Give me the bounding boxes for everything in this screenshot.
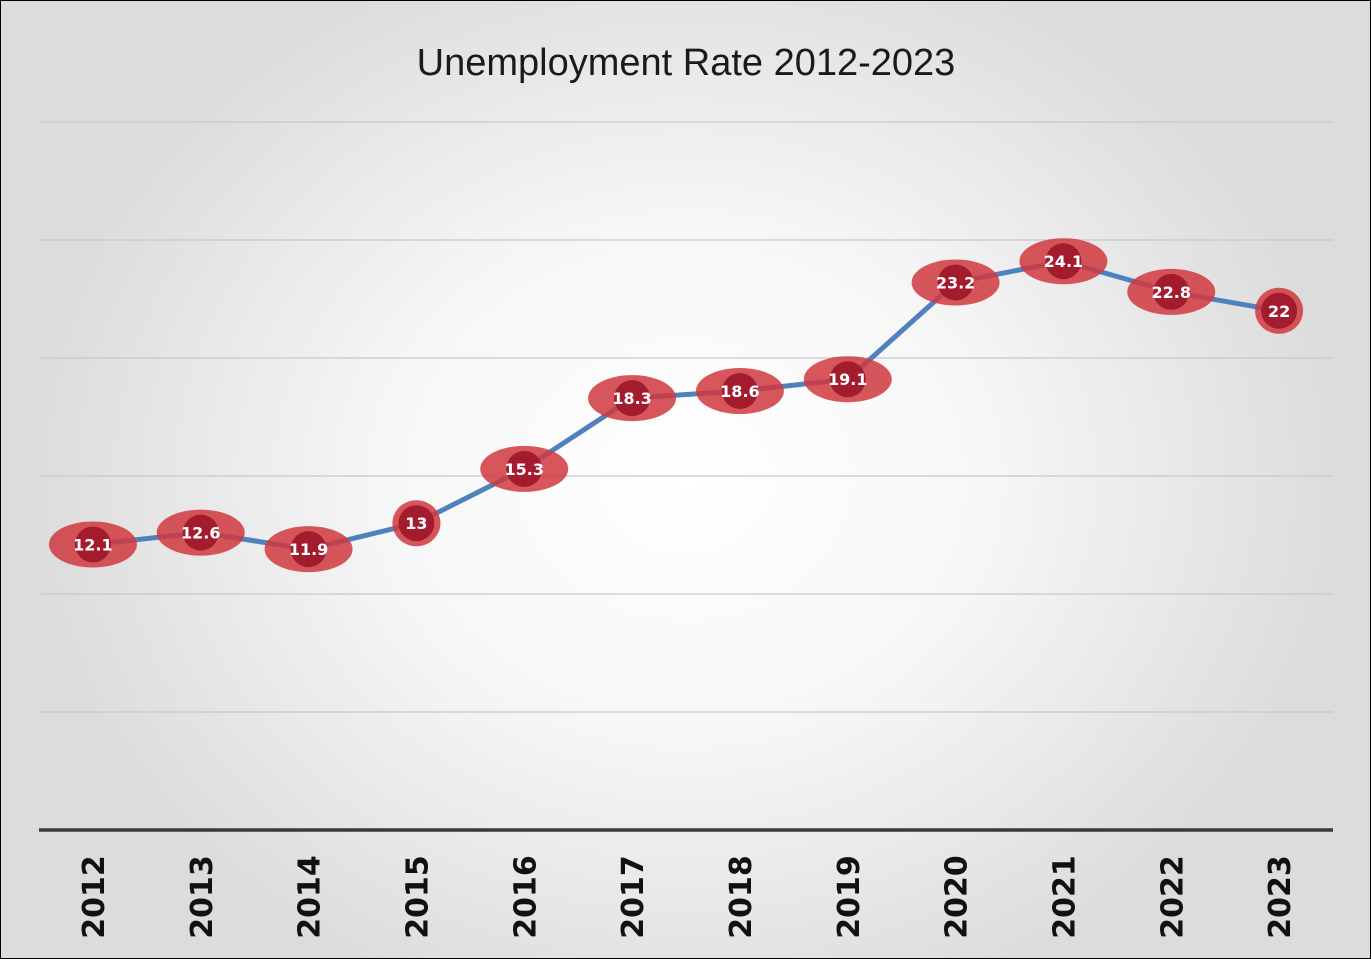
x-tick-label: 2017 xyxy=(616,855,651,939)
x-tick-label: 2020 xyxy=(940,855,975,939)
gridlines xyxy=(39,121,1333,713)
data-point-marker xyxy=(398,505,435,542)
data-point xyxy=(392,500,441,547)
x-tick-label: 2015 xyxy=(400,855,435,939)
data-label: 24.1 xyxy=(1044,252,1083,271)
x-tick-label: 2021 xyxy=(1047,855,1082,939)
data-label: 12.6 xyxy=(181,524,220,543)
data-label: 22 xyxy=(1268,302,1290,321)
data-label: 23.2 xyxy=(936,273,975,292)
data-point xyxy=(480,445,569,492)
data-point-marker xyxy=(829,361,866,398)
data-point xyxy=(911,259,1000,306)
x-tick-label: 2014 xyxy=(293,855,328,939)
data-point-marker xyxy=(1261,292,1298,329)
data-point-marker xyxy=(290,531,327,568)
data-point-marker xyxy=(74,526,111,563)
data-point xyxy=(803,356,892,403)
data-point xyxy=(1127,268,1216,315)
data-label: 19.1 xyxy=(828,370,867,389)
chart-title: Unemployment Rate 2012-2023 xyxy=(417,42,956,84)
x-tick-label: 2013 xyxy=(185,855,220,939)
data-point xyxy=(156,509,245,556)
x-tick-labels: 2012 2013 2014 2015 2016 2017 2018 2019 2020 2021… xyxy=(77,855,1298,939)
x-tick-label: 2016 xyxy=(508,855,543,939)
data-label: 13 xyxy=(405,514,427,533)
x-tick-label: 2022 xyxy=(1155,855,1190,939)
data-point xyxy=(1255,287,1304,334)
data-label: 12.1 xyxy=(73,535,112,554)
data-point-marker xyxy=(506,450,543,487)
data-point xyxy=(1019,238,1108,285)
data-point xyxy=(48,521,137,568)
x-tick-label: 2018 xyxy=(724,855,759,939)
data-label: 18.6 xyxy=(720,382,759,401)
data-point xyxy=(695,368,784,415)
data-labels: 12.1 12.6 11.9 13 15.3 18.3 18.6 19.1 23.2 24.1 22… xyxy=(73,252,1290,559)
data-point xyxy=(588,375,677,422)
data-markers xyxy=(48,238,1304,573)
data-label: 22.8 xyxy=(1152,283,1191,302)
data-point-marker xyxy=(721,373,758,410)
series-line xyxy=(90,258,1282,552)
data-series xyxy=(90,258,1282,552)
data-point-marker xyxy=(1045,243,1082,280)
data-label: 18.3 xyxy=(612,389,651,408)
x-tick-label: 2012 xyxy=(77,855,112,939)
data-point xyxy=(264,526,353,573)
data-label: 11.9 xyxy=(289,540,328,559)
x-tick-label: 2019 xyxy=(832,855,867,939)
data-point-marker xyxy=(937,264,974,301)
data-point-marker xyxy=(1153,273,1190,310)
data-label: 15.3 xyxy=(505,460,544,479)
data-point-marker xyxy=(182,514,219,551)
x-tick-label: 2023 xyxy=(1263,855,1298,939)
data-point-marker xyxy=(614,380,651,417)
